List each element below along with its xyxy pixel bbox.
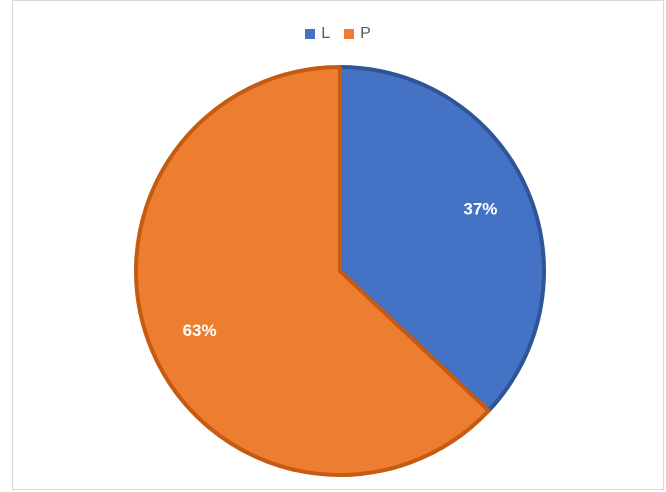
pie-slice-l bbox=[338, 65, 547, 413]
legend: L P bbox=[13, 25, 663, 43]
pie-slice-p bbox=[134, 65, 491, 477]
legend-label-p: P bbox=[360, 25, 371, 42]
legend-swatch-l bbox=[305, 29, 316, 39]
chart-area: L P 37% 63% bbox=[12, 0, 664, 490]
data-label-p: 63% bbox=[183, 321, 217, 340]
data-label-l: 37% bbox=[463, 200, 497, 219]
legend-label-l: L bbox=[321, 25, 331, 42]
legend-swatch-p bbox=[344, 29, 355, 39]
legend-item-p: P bbox=[344, 25, 371, 43]
legend-item-l: L bbox=[305, 25, 330, 43]
pie-chart: 37% 63% bbox=[134, 65, 547, 477]
